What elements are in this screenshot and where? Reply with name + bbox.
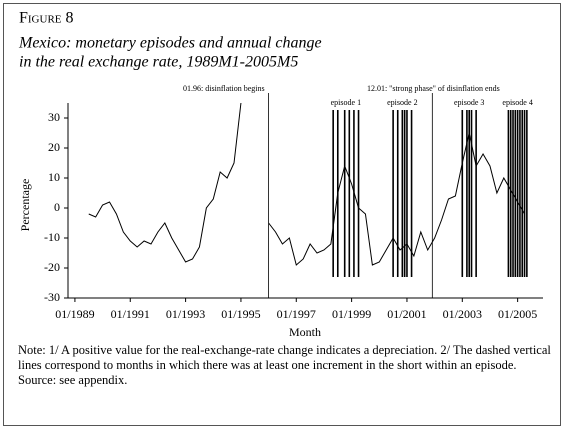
x-tick-label: 01/1991: [111, 307, 150, 321]
episode-label: episode 2: [387, 98, 417, 107]
chart-subtitle: in the real exchange rate, 1989M1-2005M5: [19, 54, 298, 71]
chart-subtitle: Mexico: monetary episodes and annual cha…: [18, 35, 322, 52]
x-tick-label: 01/1995: [221, 307, 260, 321]
data-line: [88, 102, 525, 266]
x-tick-label: 01/1993: [166, 307, 205, 321]
x-tick-label: 01/2005: [498, 307, 537, 321]
note: Note: 1/ A positive value for the real-e…: [18, 343, 553, 388]
chart: Figure 8 Mexico: monetary episodes and a…: [18, 10, 543, 339]
chart-title: Figure 8: [19, 10, 74, 27]
x-tick-label: 01/1997: [277, 307, 316, 321]
episode-label: episode 4: [502, 98, 532, 107]
y-tick-label: -20: [44, 260, 60, 274]
x-tick-label: 01/1989: [55, 307, 94, 321]
annotation-label: 01.96: disinflation begins: [183, 84, 265, 93]
y-tick-label: -30: [44, 290, 60, 304]
x-tick-label: 01/1999: [332, 307, 371, 321]
episode-label: episode 1: [331, 98, 361, 107]
x-axis-label: Month: [289, 325, 321, 339]
x-tick-label: 01/2001: [387, 307, 426, 321]
x-tick-label: 01/2003: [443, 307, 482, 321]
y-tick-label: -10: [44, 230, 60, 244]
annotation-label: 12.01: "strong phase" of disinflation en…: [367, 84, 500, 93]
y-tick-label: 10: [48, 170, 60, 184]
episode-label: episode 3: [454, 98, 484, 107]
y-tick-label: 20: [48, 140, 60, 154]
y-tick-label: 0: [54, 200, 60, 214]
source-text: Source: see appendix.: [18, 373, 128, 387]
note-text: Note: 1/ A positive value for the real-e…: [18, 343, 551, 372]
y-axis-label: Percentage: [18, 179, 32, 232]
figure-frame: [3, 3, 561, 426]
y-tick-label: 30: [48, 110, 60, 124]
